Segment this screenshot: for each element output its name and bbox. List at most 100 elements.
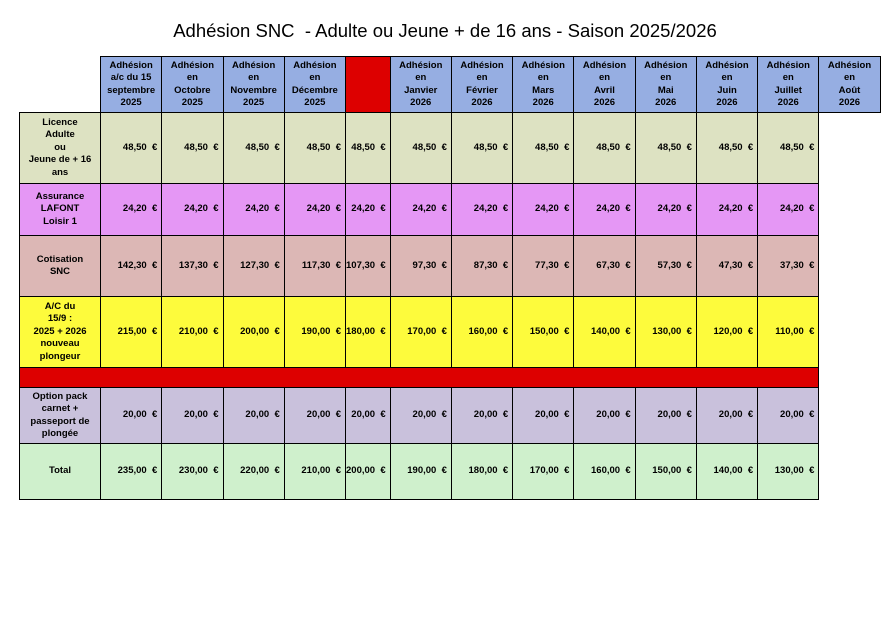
price-cell: 24,20 €: [757, 183, 820, 236]
column-header-line: 2026: [716, 97, 738, 108]
price-cell: 142,30 €: [99, 235, 163, 297]
price-cell: 130,00 €: [757, 443, 820, 500]
price-cell: 215,00 €: [99, 296, 163, 368]
column-header-line: 2026: [777, 97, 799, 108]
price-cell: 150,00 €: [634, 443, 697, 500]
column-header-line: 2025: [120, 97, 142, 108]
column-header-line: en: [537, 72, 549, 83]
table-row: Cotisation SNC 142,30 €137,30 €127,30 €117…: [19, 235, 881, 297]
price-cell: 20,00 €: [634, 387, 697, 444]
column-header: Adhésion en Juillet 2026: [757, 56, 820, 113]
row-label-line: plongée: [41, 428, 79, 439]
price-cell: 20,00 €: [222, 387, 285, 444]
column-header-line: Février: [466, 84, 498, 96]
table-row: A/C du 15/9 :2025 + 2026 nouveau plongeur 21…: [19, 296, 881, 368]
column-header: Adhésion en Novembre 2025: [222, 56, 285, 113]
column-header-line: en: [476, 72, 488, 83]
column-header-line: Adhésion: [460, 59, 504, 71]
price-cell: 160,00 €: [573, 443, 636, 500]
row-label-licence: Licence Adulte ou Jeune de + 16 ans: [19, 112, 101, 184]
row-label-line: Total: [49, 465, 71, 477]
price-cell: 24,20 €: [695, 183, 759, 236]
row-label-line: Loisir 1: [43, 215, 77, 227]
column-header-line: 2026: [593, 97, 616, 108]
table-row: Licence Adulte ou Jeune de + 16 ans 48,50 €48…: [19, 112, 881, 184]
column-header: Adhésion en Mars 2026: [512, 56, 575, 113]
column-header-line: Adhésion: [170, 59, 215, 71]
price-cell: 48,50 €: [283, 112, 347, 184]
price-cell: 24,20 €: [512, 183, 575, 236]
column-header-line: Adhésion: [521, 59, 565, 71]
price-cell: 180,00 €: [450, 443, 514, 500]
price-cell: 24,20 €: [634, 183, 697, 236]
price-cell: 48,50 €: [345, 112, 391, 184]
price-cell: 235,00 €: [99, 443, 163, 500]
column-header-line: Décembre: [291, 84, 338, 96]
row-label-line: Option pack: [32, 390, 88, 402]
price-cell: 180,00 €: [345, 296, 391, 368]
price-cell: 210,00 €: [161, 296, 224, 368]
column-header-line: a/c du 15: [110, 72, 152, 83]
column-header-line: Adhésion: [766, 59, 810, 71]
price-cell: 48,50 €: [634, 112, 697, 184]
price-cell: 190,00 €: [283, 296, 347, 368]
column-header: Adhésion a/c du 15 septembre 2025: [99, 56, 163, 113]
table-row: Assurance LAFONT Loisir 1 24,20 €24,20 €24,…: [19, 183, 881, 236]
page-title: Adhésion SNC - Adulte ou Jeune + de 16 a…: [173, 20, 717, 41]
column-header: Adhésion en Juin 2026: [695, 56, 759, 113]
price-cell: 24,20 €: [283, 183, 347, 236]
price-cell: 87,30 €: [450, 235, 514, 297]
price-cell: 48,50 €: [161, 112, 224, 184]
price-cell: 24,20 €: [99, 183, 163, 236]
price-cell: 220,00 €: [222, 443, 285, 500]
column-header-line: 2026: [655, 97, 677, 108]
price-cell: 20,00 €: [99, 387, 163, 444]
price-cell: 77,30 €: [512, 235, 575, 297]
row-label-line: plongeur: [39, 350, 81, 362]
price-cell: 24,20 €: [161, 183, 224, 236]
price-cell: 24,20 €: [345, 183, 391, 236]
row-label-line: passeport de: [30, 415, 90, 427]
price-cell: 48,50 €: [99, 112, 163, 184]
column-header-line: Novembre: [230, 84, 277, 96]
table-row: Option pack carnet + passeport de plongée 20…: [19, 387, 881, 444]
price-cell: 24,20 €: [450, 183, 514, 236]
column-header-line: Adhésion: [399, 59, 443, 71]
row-label-line: nouveau: [40, 338, 80, 350]
column-header-line: Août: [838, 84, 861, 96]
column-header: Adhésion en Février 2026: [450, 56, 514, 113]
column-header-line: Adhésion: [109, 59, 153, 71]
row-label-line: ou: [54, 141, 66, 153]
price-cell: 20,00 €: [389, 387, 452, 444]
price-cell: 24,20 €: [389, 183, 452, 236]
column-header: Adhésion en Mai 2026: [634, 56, 697, 113]
price-cell: 48,50 €: [573, 112, 636, 184]
column-header-line: 2025: [181, 97, 203, 108]
price-cell: 37,30 €: [757, 235, 820, 297]
row-label-line: Adulte: [45, 129, 75, 141]
column-header-line: 2026: [410, 97, 432, 108]
separator-bar: [345, 56, 391, 113]
row-label-ac: A/C du 15/9 :2025 + 2026 nouveau plongeur: [19, 296, 101, 368]
price-cell: 24,20 €: [222, 183, 285, 236]
price-cell: 230,00 €: [161, 443, 224, 500]
price-cell: 48,50 €: [450, 112, 514, 184]
row-label-line: LAFONT: [40, 203, 80, 215]
price-cell: 48,50 €: [222, 112, 285, 184]
column-header-line: Juillet: [774, 84, 802, 96]
price-cell: 48,50 €: [512, 112, 575, 184]
price-cell: 48,50 €: [389, 112, 452, 184]
column-header: Adhésion en Avril 2026: [573, 56, 636, 113]
column-header-line: 2025: [304, 97, 326, 108]
row-label-total: Total: [19, 443, 101, 500]
price-cell: 20,00 €: [695, 387, 759, 444]
column-header-line: Adhésion: [582, 59, 627, 71]
column-header-line: en: [309, 72, 321, 83]
column-header-line: Mars: [532, 84, 555, 96]
column-header-line: Janvier: [404, 84, 438, 96]
row-label-line: A/C du: [44, 300, 76, 312]
price-cell: 130,00 €: [634, 296, 697, 368]
column-header-line: en: [186, 72, 198, 83]
price-cell: 190,00 €: [389, 443, 452, 500]
row-label-line: carnet +: [41, 403, 79, 414]
